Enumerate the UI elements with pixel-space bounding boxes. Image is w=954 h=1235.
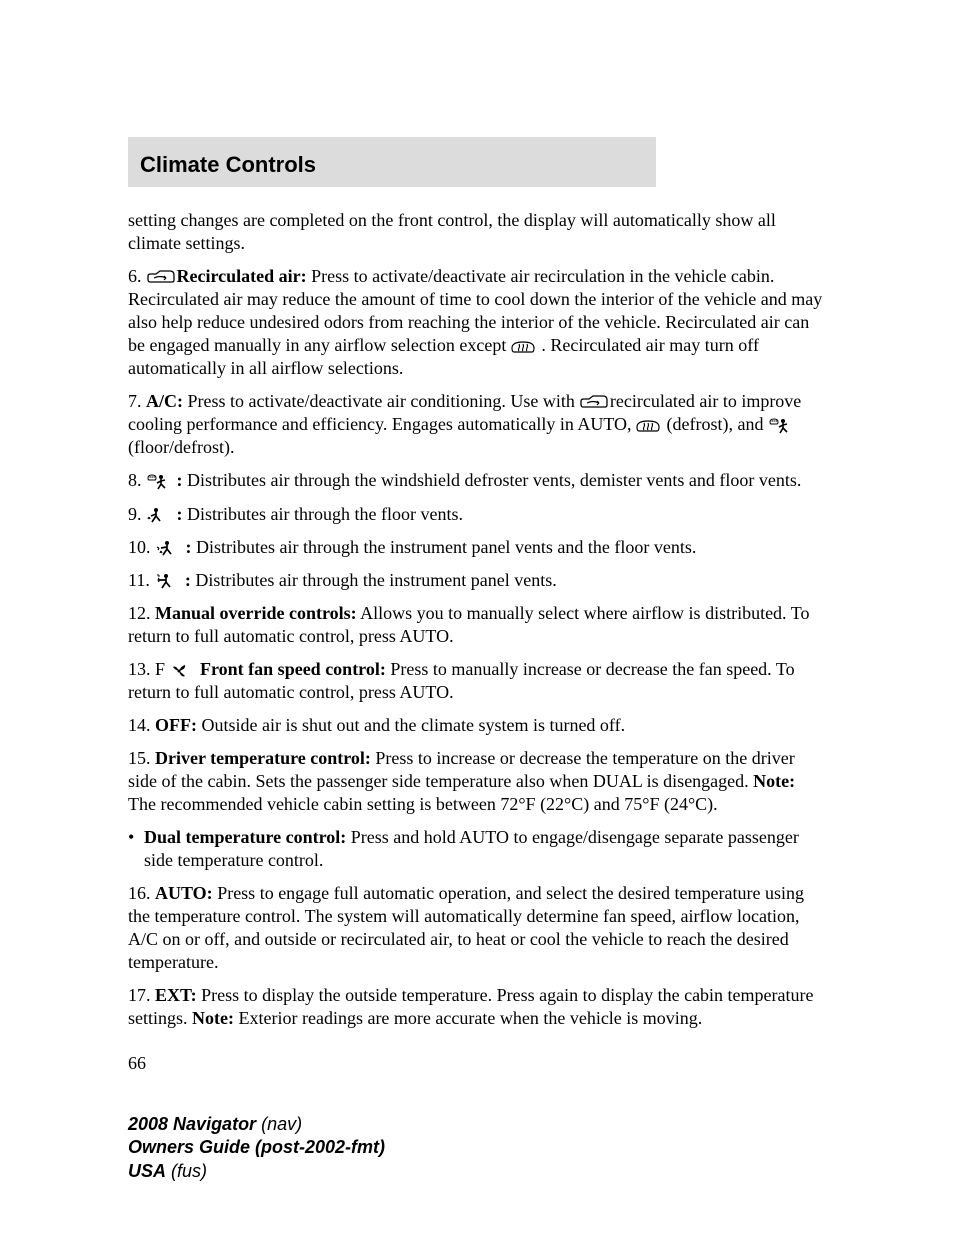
bullet-dot: •	[128, 826, 144, 872]
item-8: 8. : Distributes air through the windshi…	[128, 469, 826, 492]
item-14: 14. OFF: Outside air is shut out and the…	[128, 714, 826, 737]
floor-icon	[146, 507, 172, 523]
item-17: 17. EXT: Press to display the outside te…	[128, 984, 826, 1030]
item-11: 11. : Distributes air through the instru…	[128, 569, 826, 592]
item-12: 12. Manual override controls: Allows you…	[128, 602, 826, 648]
fan-icon	[170, 663, 196, 679]
intro-paragraph: setting changes are completed on the fro…	[128, 209, 826, 255]
footer: 2008 Navigator (nav) Owners Guide (post-…	[128, 1113, 385, 1183]
defrost-icon	[511, 339, 537, 355]
recirc-icon	[579, 395, 605, 411]
item-16: 16. AUTO: Press to engage full automatic…	[128, 882, 826, 974]
defrost-icon	[636, 418, 662, 434]
item-15: 15. Driver temperature control: Press to…	[128, 747, 826, 816]
recirc-icon	[146, 270, 172, 286]
floor-defrost-icon	[768, 418, 794, 434]
section-header: Climate Controls	[128, 137, 656, 187]
item-7: 7. A/C: Press to activate/deactivate air…	[128, 390, 826, 459]
panel-icon	[154, 573, 180, 589]
panel-floor-icon	[155, 540, 181, 556]
body-content: setting changes are completed on the fro…	[128, 209, 826, 1075]
page-number: 66	[128, 1052, 826, 1075]
bullet-dual-temp: • Dual temperature control: Press and ho…	[128, 826, 826, 872]
section-title: Climate Controls	[140, 151, 644, 179]
item-6: 6. Recirculated air: Press to activate/d…	[128, 265, 826, 380]
item-9: 9. : Distributes air through the floor v…	[128, 503, 826, 526]
floor-defrost-icon	[146, 474, 172, 490]
item-13: 13. F Front fan speed control: Press to …	[128, 658, 826, 704]
item-10: 10. : Distributes air through the instru…	[128, 536, 826, 559]
